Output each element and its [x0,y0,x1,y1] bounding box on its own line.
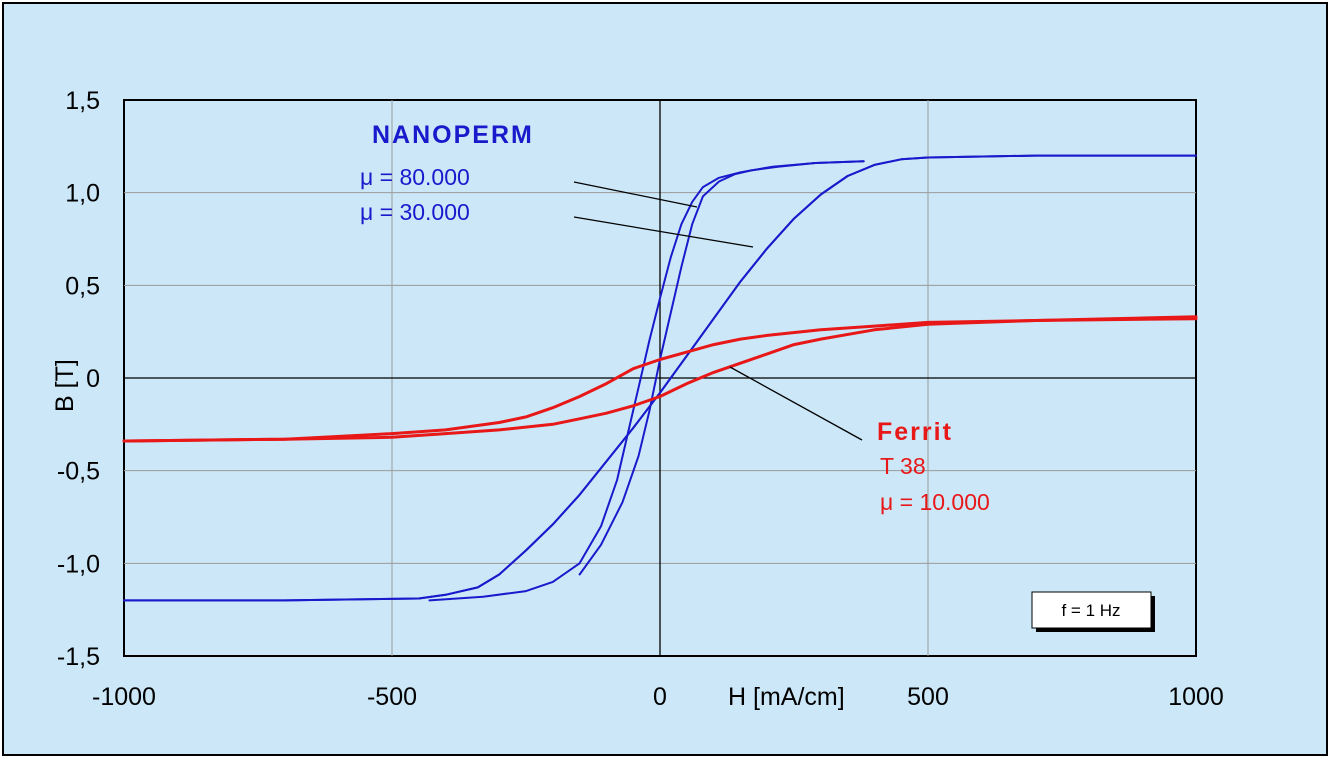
ferrit-pointer [729,366,863,441]
nanoperm-mu-80000: μ = 80.000 [360,164,470,190]
x-tick-label: 500 [907,683,949,711]
ferrit-type: T 38 [880,453,926,479]
ferrit-title: Ferrit [877,418,953,446]
axes [124,100,1196,656]
nanoperm-pointer-80000 [573,181,698,208]
y-tick-label: 1,0 [65,180,100,208]
ferrit-mu-10000: μ = 10.000 [880,489,990,515]
y-tick-label: 0 [86,365,100,393]
nanoperm-pointer-30000 [573,216,754,248]
y-tick-label: 0,5 [65,272,100,300]
nanoperm-mu-30000: μ = 30.000 [360,199,470,225]
series-line-4 [122,317,1198,443]
y-tick-label: 1,5 [65,87,100,115]
y-axis-label: B [T] [51,359,79,412]
x-axis-label: H [mA/cm] [728,683,845,711]
frequency-box [1031,591,1152,629]
series-line-5 [122,315,1198,443]
y-tick-label: -1,0 [57,550,100,578]
frequency-label: f = 1 Hz [1061,601,1120,620]
x-tick-label: 1000 [1168,683,1224,711]
tick-labels: -1000 -500 0 500 1000 -1,5 -1,0 -0,5 0 0,5 1,0 1,5 [57,87,1224,711]
y-tick-label: -0,5 [57,458,100,486]
series-line-3 [578,160,865,576]
series-group [122,154,1198,602]
x-tick-label: -1000 [92,683,156,711]
y-tick-label: -1,5 [57,643,100,671]
series-line-1 [123,154,1197,602]
x-tick-label: 0 [653,683,667,711]
nanoperm-title: NANOPERM [372,121,534,149]
x-tick-label: -500 [367,683,417,711]
